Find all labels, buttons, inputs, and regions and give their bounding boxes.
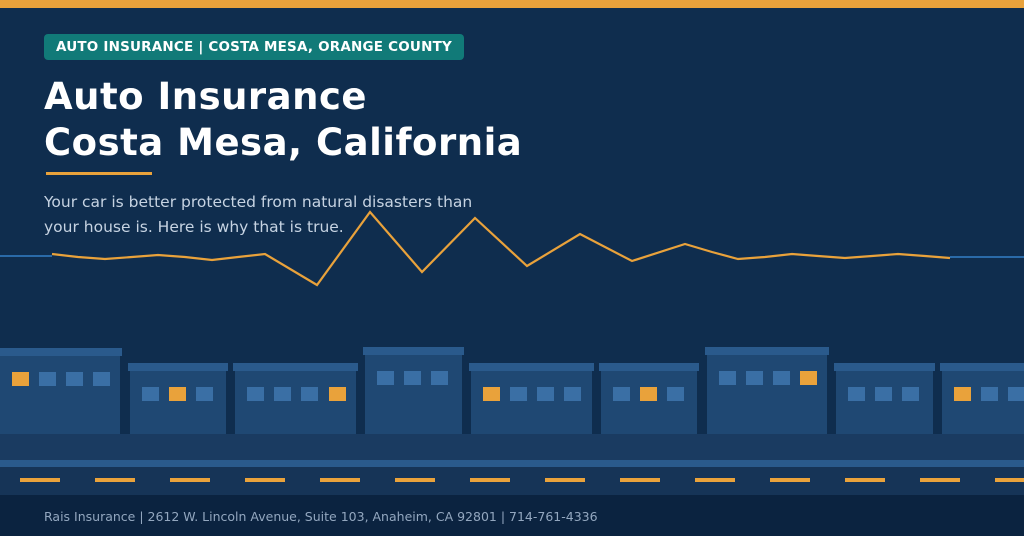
road-icon <box>0 434 1024 495</box>
subtitle: Your car is better protected from natura… <box>44 193 473 236</box>
footer-bar: Rais Insurance | 2612 W. Lincoln Avenue,… <box>0 495 1024 536</box>
title-line-2: Costa Mesa, California <box>44 121 523 164</box>
category-badge: AUTO INSURANCE | COSTA MESA, ORANGE COUN… <box>44 34 464 60</box>
page-title: Auto Insurance Costa Mesa, California <box>44 74 522 166</box>
title-line-1: Auto Insurance <box>44 75 368 118</box>
seismograph-line-icon <box>0 210 1024 287</box>
building-skyline-icon <box>0 347 1024 434</box>
top-accent-bar <box>0 0 1024 8</box>
footer-contact-text: Rais Insurance | 2612 W. Lincoln Avenue,… <box>44 509 598 524</box>
title-underline <box>46 172 152 175</box>
